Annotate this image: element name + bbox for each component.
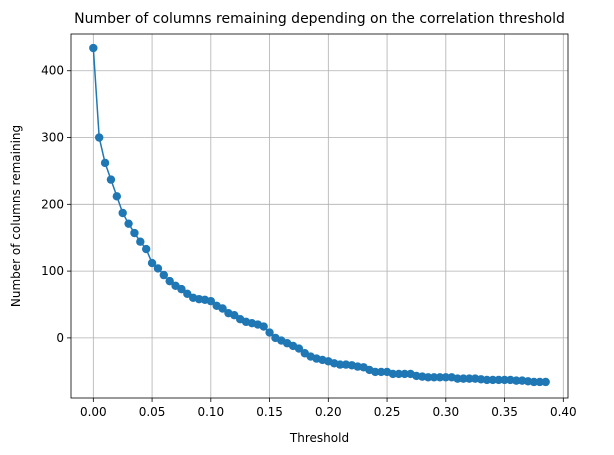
data-point [153, 264, 163, 273]
data-point [124, 219, 133, 228]
data-point [165, 276, 174, 286]
data-point [112, 192, 122, 201]
data-point [230, 310, 239, 320]
y-tick-label: 400 [41, 64, 64, 78]
data-point [494, 375, 503, 385]
data-point [453, 374, 462, 383]
data-point [159, 270, 169, 280]
y-tick-label: 100 [41, 264, 64, 278]
x-tick-label: 0.20 [315, 405, 342, 419]
x-axis-ticks: 0.00 0.05 0.10 0.15 0.20 0.25 0.30 0.35 0.40 [80, 398, 577, 419]
data-point [465, 374, 474, 383]
data-point [512, 376, 521, 385]
y-axis-ticks: 0 100 200 300 400 [41, 64, 71, 345]
x-tick-label: 0.30 [432, 405, 459, 419]
data-point [89, 43, 98, 53]
data-point [394, 369, 404, 379]
data-point [435, 373, 445, 382]
data-point [423, 373, 433, 382]
plot-frame [70, 33, 569, 399]
data-point [147, 258, 157, 268]
x-tick-label: 0.40 [550, 405, 577, 419]
data-point [177, 284, 186, 294]
data-point [265, 328, 274, 337]
x-tick-label: 0.05 [139, 405, 166, 419]
data-point [371, 367, 380, 377]
series-layer [89, 43, 550, 387]
data-point [294, 344, 304, 353]
x-tick-label: 0.10 [197, 405, 224, 419]
data-point [100, 158, 110, 168]
y-tick-label: 0 [56, 331, 64, 345]
y-tick-label: 200 [41, 197, 64, 211]
data-point [218, 304, 227, 313]
data-point [183, 289, 192, 299]
data-point [141, 244, 151, 254]
data-point [400, 369, 409, 379]
data-point [335, 360, 345, 369]
data-point [94, 133, 104, 142]
grid-layer [71, 34, 568, 398]
data-point [206, 296, 216, 306]
data-point [136, 237, 145, 246]
series-line [92, 47, 546, 383]
y-tick-label: 300 [41, 131, 64, 145]
data-point [376, 367, 386, 377]
x-axis-label: Threshold [289, 431, 349, 445]
data-point [441, 373, 451, 382]
x-tick-label: 0.15 [256, 405, 283, 419]
data-point [459, 374, 468, 383]
data-point [541, 377, 550, 387]
data-point [482, 375, 492, 385]
data-point [500, 375, 509, 385]
data-point [388, 369, 398, 379]
data-point [130, 228, 139, 238]
x-tick-label: 0.25 [374, 405, 401, 419]
data-point [488, 375, 498, 385]
y-axis-label: Number of columns remaining [9, 125, 23, 307]
data-point [535, 377, 545, 387]
data-point [118, 208, 127, 218]
x-tick-label: 0.35 [491, 405, 518, 419]
data-point [259, 322, 268, 331]
data-point [429, 373, 439, 382]
data-point [106, 175, 116, 184]
data-point [529, 377, 539, 387]
chart-title: Number of columns remaining depending on… [74, 11, 565, 27]
x-tick-label: 0.00 [80, 405, 107, 419]
